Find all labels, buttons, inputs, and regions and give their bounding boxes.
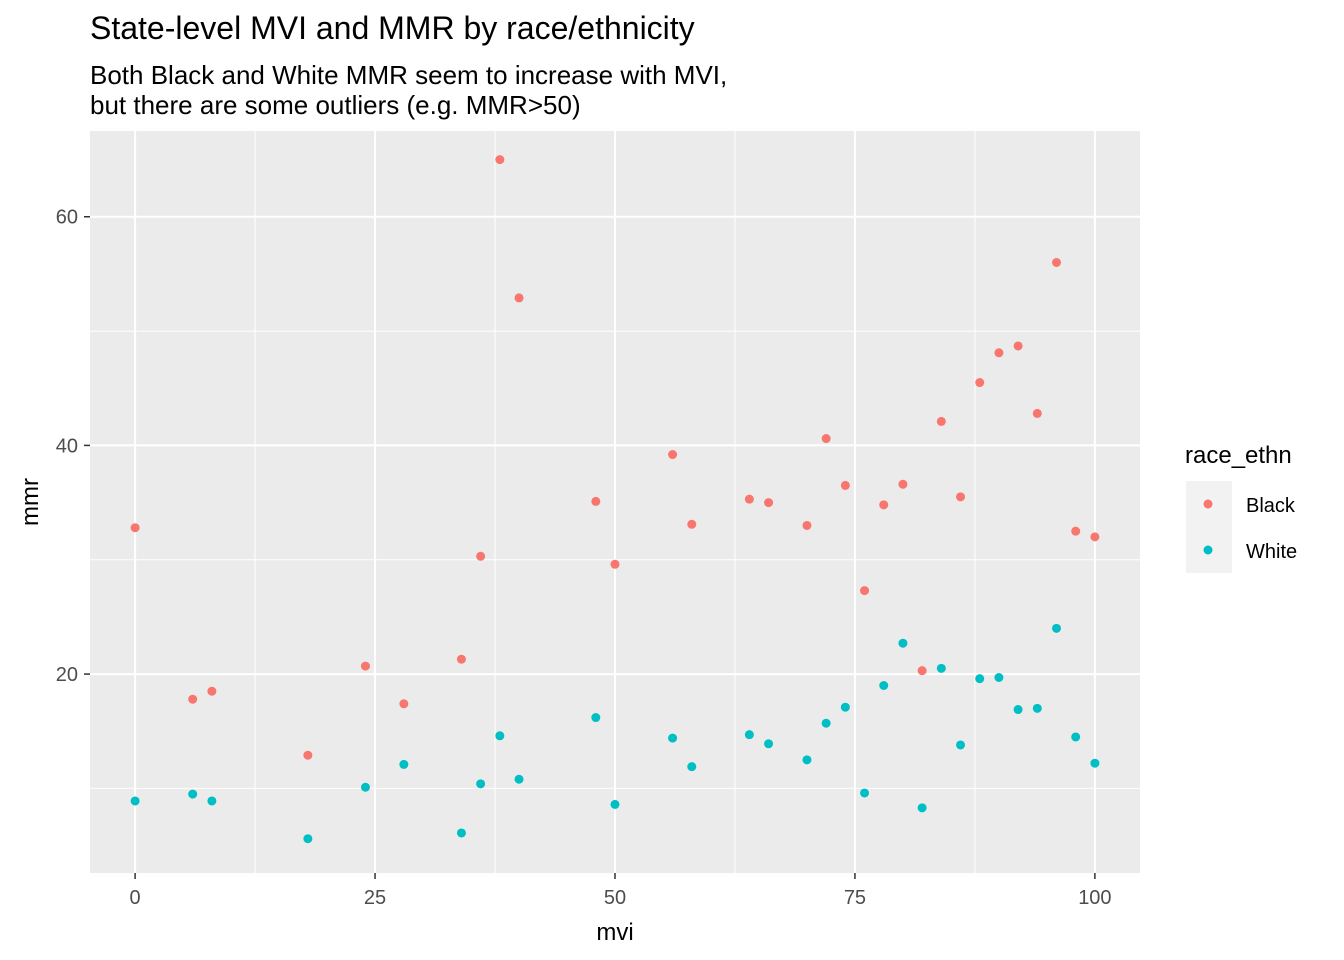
x-tick-label: 25 — [364, 887, 386, 909]
data-points — [130, 155, 1100, 844]
data-point-white — [994, 672, 1004, 682]
legend-title: race_ethn — [1185, 442, 1292, 469]
x-tick-label: 50 — [604, 887, 626, 909]
data-point-black — [360, 661, 370, 671]
data-point-white — [1013, 705, 1023, 715]
legend-label-white: White — [1246, 541, 1297, 563]
data-point-white — [456, 828, 466, 838]
data-point-white — [303, 834, 313, 844]
data-point-white — [668, 733, 678, 743]
data-point-white — [898, 638, 908, 648]
data-point-black — [898, 479, 908, 489]
chart-title: State-level MVI and MMR by race/ethnicit… — [90, 10, 695, 46]
data-point-white — [360, 782, 370, 792]
data-point-white — [802, 755, 812, 765]
data-point-white — [188, 789, 198, 799]
data-point-black — [1071, 526, 1081, 536]
data-point-white — [495, 731, 505, 741]
chart-subtitle: Both Black and White MMR seem to increas… — [90, 60, 727, 120]
data-point-black — [764, 498, 774, 508]
data-point-black — [975, 378, 985, 388]
data-point-white — [1032, 703, 1042, 713]
data-point-black — [591, 496, 601, 506]
legend-key-background — [1186, 481, 1232, 573]
data-point-black — [399, 699, 409, 709]
data-point-black — [821, 434, 831, 444]
legend: race_ethn Black White — [1185, 442, 1297, 573]
data-point-black — [476, 551, 486, 561]
y-axis-title: mmr — [17, 478, 44, 526]
data-point-white — [975, 674, 985, 684]
data-point-white — [840, 702, 850, 712]
x-tick-label: 100 — [1078, 887, 1111, 909]
data-point-white — [591, 713, 601, 723]
data-point-white — [399, 759, 409, 769]
data-point-black — [744, 494, 754, 504]
data-point-white — [879, 680, 889, 690]
x-tick-label: 0 — [130, 887, 141, 909]
data-point-white — [860, 788, 870, 798]
data-point-black — [495, 155, 505, 165]
data-point-white — [764, 739, 774, 749]
data-point-black — [188, 694, 198, 704]
subtitle-line-2: but there are some outliers (e.g. MMR>50… — [90, 90, 581, 120]
data-point-black — [130, 523, 140, 533]
data-point-white — [917, 803, 927, 813]
data-point-black — [802, 520, 812, 530]
data-point-black — [860, 586, 870, 596]
data-point-black — [1013, 341, 1023, 351]
data-point-black — [840, 480, 850, 490]
data-point-white — [610, 799, 620, 809]
data-point-white — [821, 718, 831, 728]
data-point-black — [687, 519, 697, 529]
data-point-black — [956, 492, 966, 502]
x-axis-title: mvi — [596, 919, 633, 946]
y-tick-label: 60 — [56, 207, 78, 229]
data-point-black — [456, 654, 466, 664]
y-tick-label: 20 — [56, 664, 78, 686]
data-point-black — [668, 450, 678, 460]
data-point-white — [744, 730, 754, 740]
data-point-black — [1051, 257, 1061, 267]
data-point-black — [879, 500, 889, 510]
data-point-black — [917, 666, 927, 676]
subtitle-line-1: Both Black and White MMR seem to increas… — [90, 60, 728, 90]
data-point-white — [1090, 758, 1100, 768]
data-point-black — [207, 686, 217, 696]
data-point-black — [936, 416, 946, 426]
legend-key-white — [1203, 545, 1213, 555]
data-point-black — [514, 293, 524, 303]
data-point-white — [1071, 732, 1081, 742]
data-point-white — [956, 740, 966, 750]
major-gridlines — [90, 131, 1140, 873]
legend-key-black — [1203, 499, 1213, 509]
data-point-black — [1090, 532, 1100, 542]
y-axis: 20 40 60 — [56, 207, 90, 686]
y-tick-label: 40 — [56, 435, 78, 457]
x-tick-label: 75 — [844, 887, 866, 909]
data-point-white — [936, 663, 946, 673]
data-point-white — [130, 796, 140, 806]
data-point-black — [610, 559, 620, 569]
data-point-black — [994, 348, 1004, 358]
data-point-white — [687, 762, 697, 772]
legend-label-black: Black — [1246, 495, 1296, 517]
data-point-white — [476, 779, 486, 789]
data-point-white — [514, 774, 524, 784]
data-point-white — [1051, 623, 1061, 633]
data-point-black — [1032, 408, 1042, 418]
data-point-black — [303, 750, 313, 760]
data-point-white — [207, 796, 217, 806]
x-axis: 0 25 50 75 100 — [130, 873, 1112, 909]
